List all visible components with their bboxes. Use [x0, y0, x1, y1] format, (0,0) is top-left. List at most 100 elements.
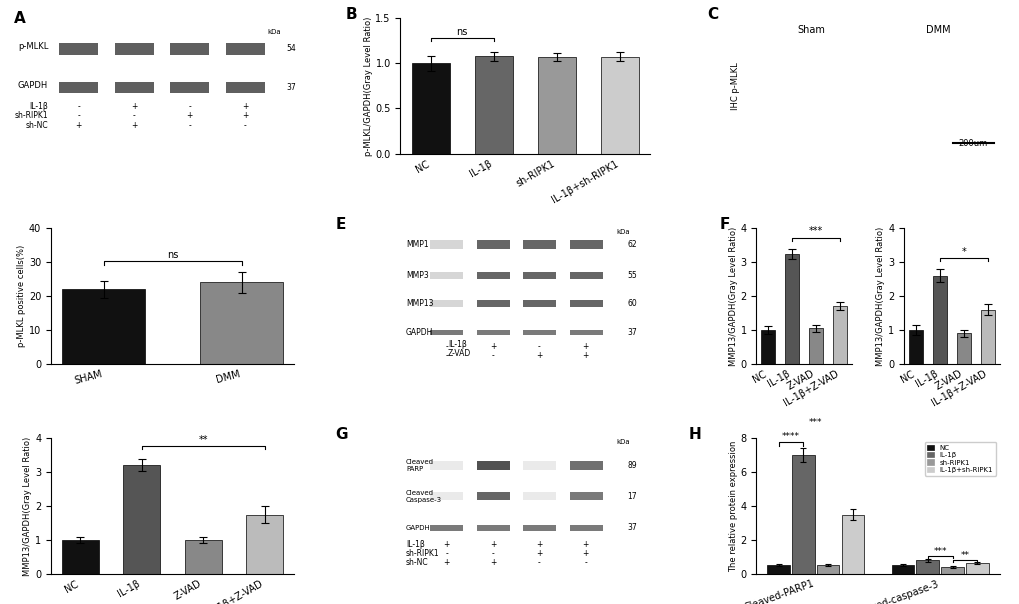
Bar [476, 300, 510, 307]
Text: -: - [444, 352, 447, 361]
Text: 62: 62 [627, 240, 636, 249]
Bar [412, 63, 449, 153]
Bar [200, 283, 283, 364]
Text: IL-1β: IL-1β [406, 540, 424, 549]
Bar [841, 515, 863, 574]
Bar [62, 540, 99, 574]
Text: -: - [132, 111, 136, 120]
Bar [246, 515, 283, 574]
Text: +: + [536, 540, 542, 549]
Text: +: + [489, 558, 495, 567]
Text: -: - [444, 549, 447, 558]
Bar [569, 300, 602, 307]
Text: -: - [77, 101, 81, 111]
Bar [115, 82, 154, 92]
Text: IL-1β: IL-1β [30, 101, 48, 111]
Text: +: + [582, 342, 589, 352]
Text: +: + [489, 342, 495, 352]
Text: IL-1β: IL-1β [447, 340, 467, 349]
Text: kDa: kDa [615, 439, 629, 445]
Text: Cleaved
PARP: Cleaved PARP [406, 459, 433, 472]
Text: -: - [538, 558, 540, 567]
Text: +: + [130, 101, 138, 111]
Bar [184, 540, 221, 574]
Text: ns: ns [167, 250, 178, 260]
Y-axis label: MMP13/GAPDH(Gray Level Ratio): MMP13/GAPDH(Gray Level Ratio) [875, 226, 884, 365]
Text: GAPDH: GAPDH [18, 82, 48, 91]
Text: E: E [335, 217, 345, 233]
Bar [916, 561, 937, 574]
Bar [59, 42, 98, 55]
Text: -: - [189, 121, 191, 130]
Bar [766, 565, 789, 574]
Bar [569, 525, 602, 531]
Text: 60: 60 [627, 299, 636, 308]
Bar [808, 328, 822, 364]
Text: 89: 89 [627, 461, 636, 470]
Text: **: ** [960, 551, 968, 560]
Bar [430, 492, 463, 500]
Text: +: + [536, 352, 542, 361]
Text: 55: 55 [627, 271, 636, 280]
Bar [476, 272, 510, 279]
Bar [537, 57, 575, 153]
Text: GAPDH: GAPDH [406, 328, 433, 337]
Text: G: G [335, 428, 347, 442]
Text: -: - [444, 342, 447, 352]
Bar [792, 455, 814, 574]
Text: 37: 37 [627, 523, 636, 532]
Text: A: A [13, 11, 25, 27]
Text: +: + [130, 121, 138, 130]
Bar [115, 42, 154, 55]
Text: ****: **** [782, 432, 799, 441]
Text: +: + [582, 540, 589, 549]
Text: sh-NC: sh-NC [25, 121, 48, 130]
Bar [59, 82, 98, 92]
Bar [784, 254, 799, 364]
Text: 200um: 200um [957, 140, 986, 148]
Text: 54: 54 [286, 44, 297, 53]
Text: ns: ns [457, 27, 468, 37]
Y-axis label: p-MLKL/GAPDH(Gray Level Ratio): p-MLKL/GAPDH(Gray Level Ratio) [363, 16, 372, 156]
Text: H: H [688, 428, 700, 442]
Text: -: - [244, 121, 247, 130]
Bar [430, 330, 463, 335]
Text: sh-NC: sh-NC [406, 558, 428, 567]
Bar [816, 565, 839, 574]
Bar [476, 525, 510, 531]
Bar [430, 461, 463, 470]
Bar [170, 42, 209, 55]
Text: -: - [584, 558, 587, 567]
Bar [430, 300, 463, 307]
Bar [523, 492, 555, 500]
Text: kDa: kDa [267, 30, 280, 36]
Text: -: - [538, 342, 540, 352]
Bar [523, 330, 555, 335]
Text: p-MLKL: p-MLKL [18, 42, 48, 51]
Bar [908, 330, 922, 364]
Y-axis label: p-MLKL positive cells(%): p-MLKL positive cells(%) [17, 245, 26, 347]
Bar [430, 525, 463, 531]
Bar [476, 461, 510, 470]
Text: -: - [491, 352, 494, 361]
Text: MMP13: MMP13 [406, 299, 433, 308]
Bar [523, 300, 555, 307]
Bar [569, 461, 602, 470]
Text: GAPDH: GAPDH [406, 525, 430, 531]
Text: Cleaved
Caspase-3: Cleaved Caspase-3 [406, 490, 441, 503]
Text: C: C [706, 7, 717, 22]
Text: -: - [189, 101, 191, 111]
Bar [965, 563, 987, 574]
Text: 37: 37 [286, 83, 297, 92]
Bar [523, 461, 555, 470]
Legend: NC, IL-1β, sh-RIPK1, IL-1β+sh-RIPK1: NC, IL-1β, sh-RIPK1, IL-1β+sh-RIPK1 [923, 442, 996, 476]
Text: MMP3: MMP3 [406, 271, 428, 280]
Text: 37: 37 [627, 328, 636, 337]
Bar [476, 240, 510, 248]
Bar [891, 565, 913, 574]
Text: kDa: kDa [615, 229, 629, 235]
Bar [523, 272, 555, 279]
Text: +: + [242, 101, 248, 111]
Bar [523, 525, 555, 531]
Text: **: ** [199, 435, 208, 445]
